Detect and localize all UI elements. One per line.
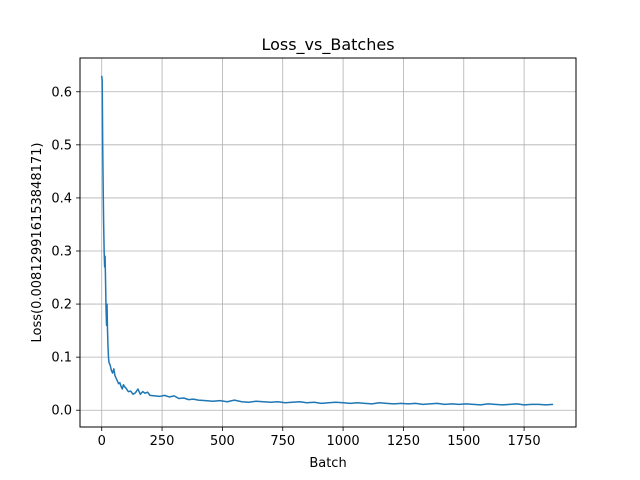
x-tick-label: 500 — [210, 434, 235, 449]
y-tick-label: 0.6 — [51, 85, 72, 100]
x-tick-label: 0 — [98, 434, 106, 449]
x-tick-label: 750 — [270, 434, 295, 449]
y-axis-label: Loss(0.008129916153848171) — [30, 143, 45, 343]
x-tick-label: 250 — [150, 434, 175, 449]
y-tick-label: 0.4 — [51, 191, 72, 206]
y-tick-label: 0.3 — [51, 244, 72, 259]
y-tick-label: 0.2 — [51, 298, 72, 313]
x-tick-label: 1000 — [327, 434, 360, 449]
chart-title: Loss_vs_Batches — [261, 35, 394, 55]
series-line-0 — [100, 75, 554, 406]
y-tick-label: 0.5 — [51, 138, 72, 153]
x-tick-label: 1500 — [447, 434, 480, 449]
x-tick-label: 1250 — [387, 434, 420, 449]
x-tick-label: 1750 — [508, 434, 541, 449]
y-tick-label: 0.1 — [51, 351, 72, 366]
plot-frame — [79, 57, 577, 428]
x-axis-ticks: 0 250 500 750 1000 1250 1500 1750 — [98, 427, 541, 449]
y-tick-label: 0.0 — [51, 404, 72, 419]
y-axis-ticks: 0.0 0.1 0.2 0.3 0.4 0.5 0.6 — [51, 85, 80, 419]
series-line-group — [100, 75, 554, 406]
x-axis-label: Batch — [309, 456, 346, 471]
grid — [80, 58, 576, 427]
